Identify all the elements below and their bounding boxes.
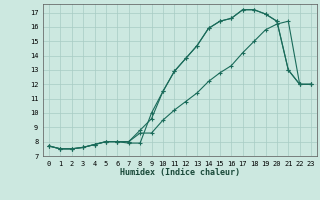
- X-axis label: Humidex (Indice chaleur): Humidex (Indice chaleur): [120, 168, 240, 177]
